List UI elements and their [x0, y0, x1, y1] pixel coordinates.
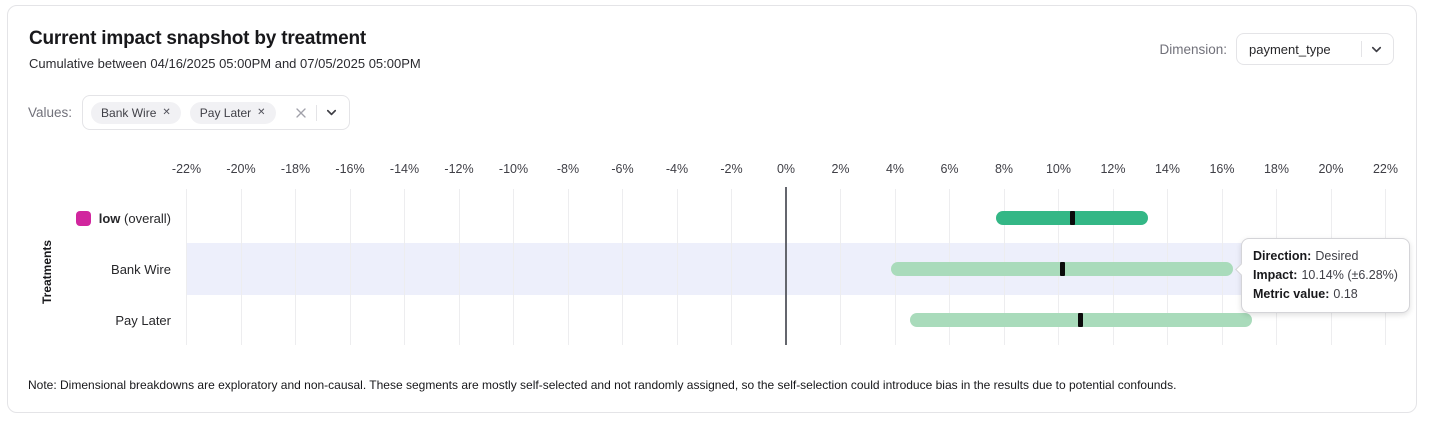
select-divider [316, 104, 318, 121]
x-tick-label: 16% [1209, 162, 1235, 176]
y-axis-label: Treatments [40, 239, 54, 305]
gridline [840, 189, 841, 345]
gridline [186, 189, 187, 345]
values-filter: Values: Bank Wire ✕ Pay Later ✕ [28, 95, 351, 130]
dimension-selected-value: payment_type [1249, 41, 1331, 57]
tooltip-direction-value: Desired [1315, 249, 1359, 263]
x-tick-label: 10% [1045, 162, 1072, 176]
selected-value-chips: Bank Wire ✕ Pay Later ✕ [91, 101, 276, 124]
x-tick-label: -8% [556, 162, 580, 176]
row-label-text: low (overall) [99, 211, 171, 226]
clear-values-icon[interactable] [293, 105, 309, 121]
select-divider [1361, 41, 1362, 57]
tooltip-impact-row: Impact: 10.14% (±6.28%) [1253, 266, 1398, 285]
row-label-text: Pay Later [115, 312, 171, 328]
value-chip[interactable]: Bank Wire ✕ [91, 101, 181, 124]
chip-remove-icon[interactable]: ✕ [257, 106, 266, 118]
x-tick-label: 6% [940, 162, 959, 176]
values-multiselect[interactable]: Bank Wire ✕ Pay Later ✕ [82, 95, 351, 130]
x-tick-label: -4% [665, 162, 689, 176]
value-chip[interactable]: Pay Later ✕ [189, 101, 276, 124]
gridline [731, 189, 732, 345]
x-tick-label: 8% [994, 162, 1014, 176]
gridline [295, 189, 296, 345]
x-tick-label: -6% [611, 162, 634, 176]
x-tick-label: -10% [498, 162, 529, 176]
x-tick-label: 4% [885, 162, 905, 176]
tooltip-metric-row: Metric value: 0.18 [1253, 285, 1398, 304]
value-chip-label: Bank Wire [101, 105, 157, 120]
page-title: Current impact snapshot by treatment [29, 28, 366, 49]
gridline [240, 189, 242, 345]
x-tick-label: -12% [444, 162, 474, 176]
dimension-select[interactable]: payment_type [1236, 33, 1394, 65]
chip-remove-icon[interactable]: ✕ [162, 106, 171, 118]
chart-tooltip: Direction: Desired Impact: 10.14% (±6.28%)… [1234, 238, 1410, 313]
tooltip-metric-label: Metric value: [1253, 287, 1330, 301]
chevron-down-icon [1371, 46, 1382, 52]
dimension-control: Dimension: payment_type [1159, 33, 1394, 65]
value-chip-label: Pay Later [199, 105, 252, 120]
treatment-row-label: low (overall) [75, 209, 171, 227]
impact-snapshot-card: Current impact snapshot by treatment Cum… [7, 5, 1417, 413]
impact-point-marker [1077, 313, 1083, 327]
gridline [458, 189, 460, 345]
values-label: Values: [28, 105, 73, 120]
tooltip-impact-value: 10.14% (±6.28%) [1301, 268, 1398, 282]
gridline [404, 189, 405, 345]
tooltip-metric-value: 0.18 [1333, 287, 1358, 301]
zero-gridline [785, 187, 787, 345]
impact-point-marker [1059, 262, 1065, 276]
x-tick-label: -2% [720, 162, 743, 176]
legend-swatch [75, 210, 91, 226]
x-tick-label: -18% [280, 162, 311, 176]
x-tick-label: -20% [226, 162, 256, 176]
row-label-rest: (overall) [120, 210, 171, 226]
gridline [622, 189, 623, 345]
x-tick-label: 12% [1100, 162, 1126, 176]
x-tick-label: 18% [1263, 162, 1290, 176]
gridline [567, 189, 569, 345]
x-tick-label: 14% [1154, 162, 1181, 176]
treatment-row-label: Bank Wire [111, 260, 171, 278]
row-label-text: Bank Wire [111, 261, 171, 277]
impact-point-marker [1069, 211, 1075, 225]
treatment-row-label: Pay Later [115, 311, 171, 329]
footnote: Note: Dimensional breakdowns are explora… [28, 378, 1177, 392]
chevron-down-icon[interactable] [324, 105, 339, 120]
gridline [676, 189, 678, 345]
tooltip-impact-label: Impact: [1253, 268, 1298, 282]
x-tick-label: -22% [171, 162, 202, 176]
row-label-bold: low [98, 210, 121, 226]
x-tick-label: 20% [1318, 162, 1344, 176]
gridline [349, 189, 351, 345]
x-tick-label: -14% [389, 162, 420, 176]
x-tick-label: -16% [335, 162, 365, 176]
date-range-subtitle: Cumulative between 04/16/2025 05:00PM an… [29, 56, 421, 71]
impact-chart: Treatments -22% -20% -18% -16% -14% -12% -10% -… [8, 6, 1416, 412]
gridline [513, 189, 514, 345]
tooltip-direction-row: Direction: Desired [1253, 247, 1398, 266]
x-tick-label: 22% [1372, 162, 1399, 176]
tooltip-direction-label: Direction: [1253, 249, 1312, 263]
x-tick-label: 0% [776, 162, 796, 176]
x-tick-label: 2% [831, 162, 850, 176]
dimension-label: Dimension: [1159, 41, 1227, 57]
